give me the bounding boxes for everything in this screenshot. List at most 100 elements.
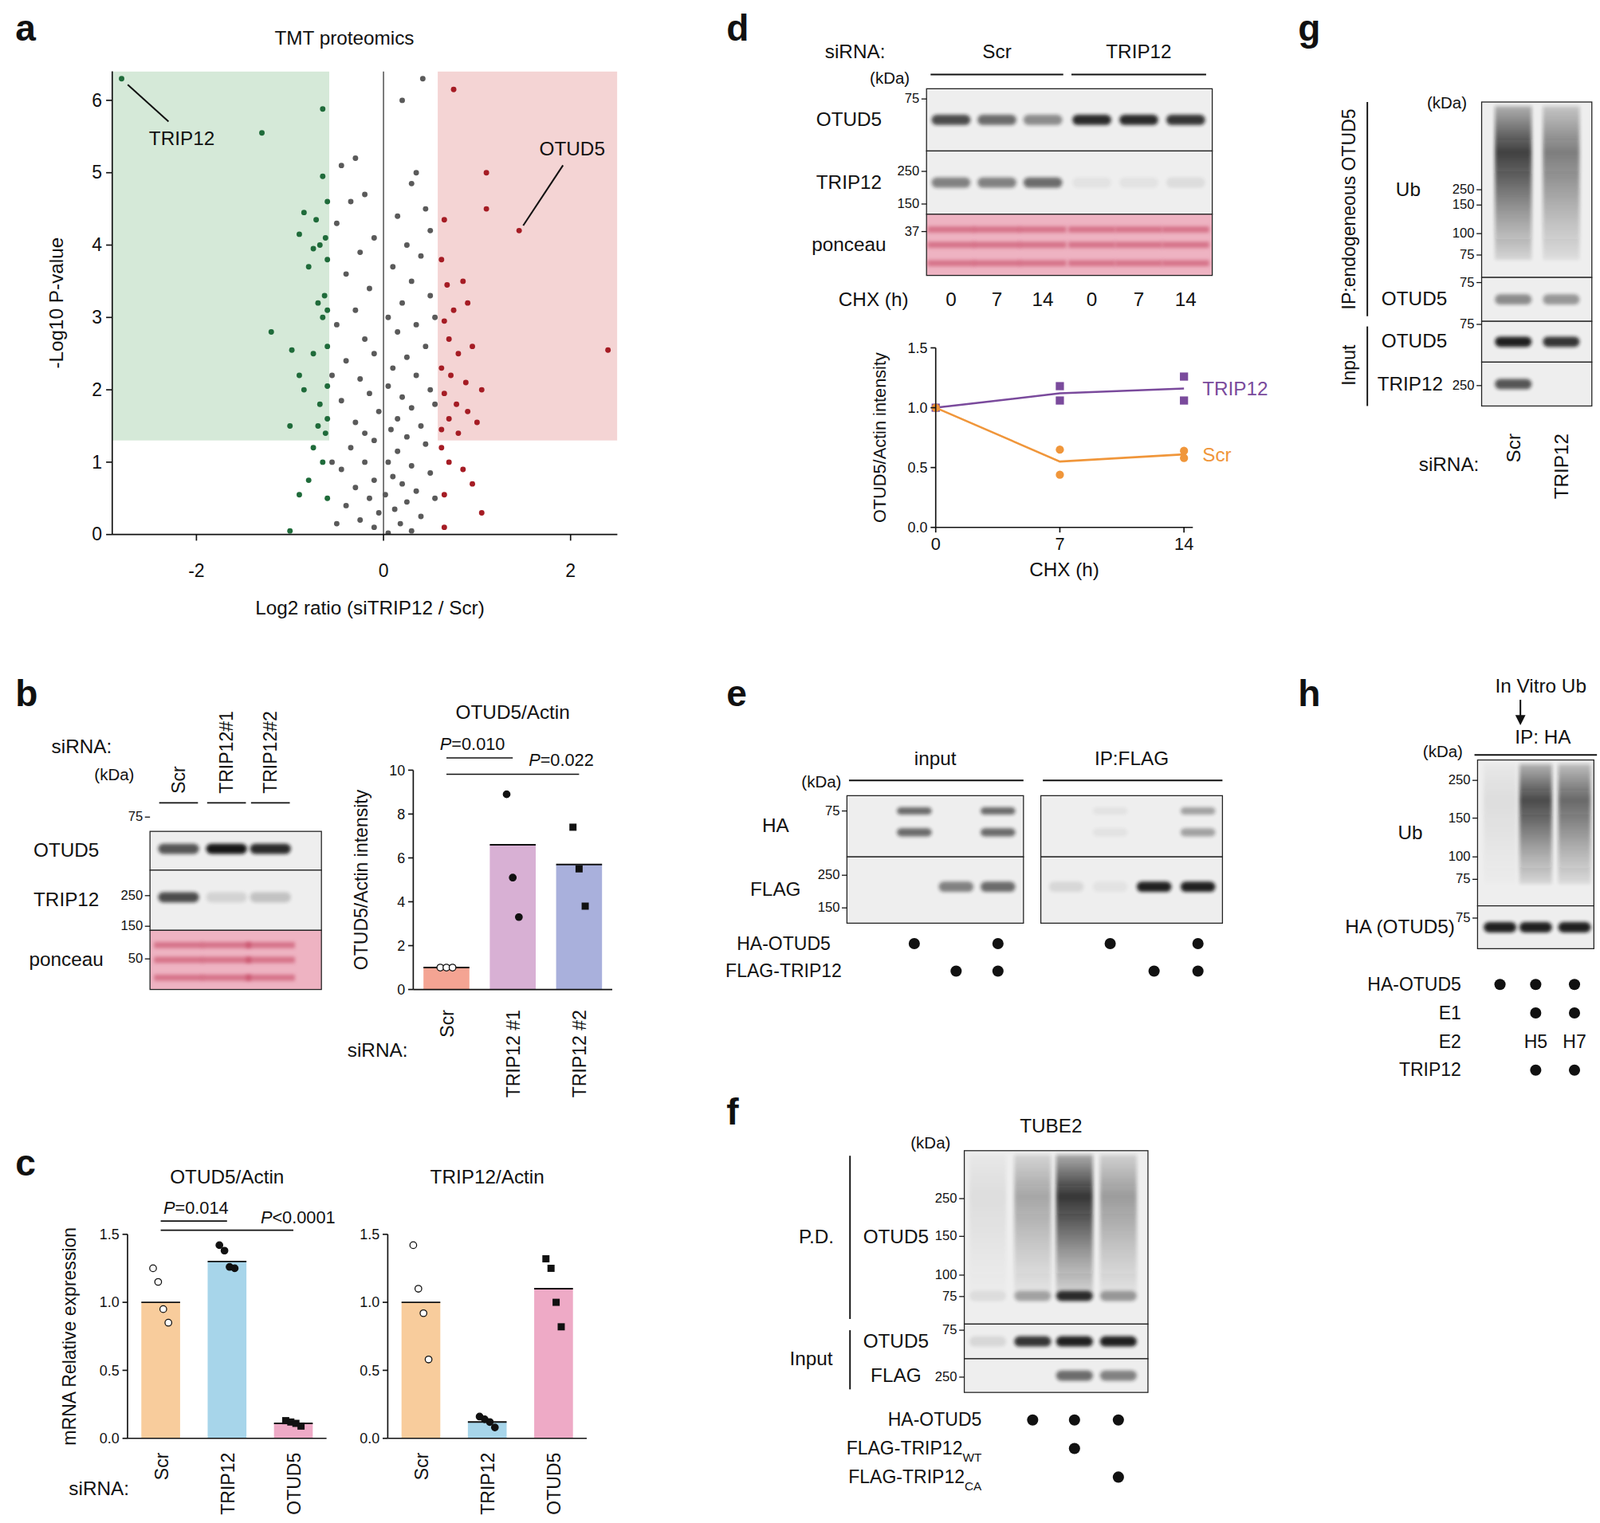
ponceau-band: [927, 226, 975, 233]
point: [324, 256, 331, 263]
blot-title: In Vitro Ub: [1495, 675, 1587, 697]
point: [404, 434, 410, 441]
kda-marker: 75: [942, 1289, 958, 1305]
band: [980, 881, 1016, 893]
band: [1049, 881, 1085, 893]
condition-dot: [1494, 978, 1506, 991]
bar: [489, 845, 536, 991]
lane-rule: [159, 801, 199, 804]
point: [357, 249, 363, 256]
y-tick-label: 0.5: [99, 1363, 120, 1380]
point: [259, 129, 265, 136]
row-label: ponceau: [29, 948, 104, 971]
header: siRNA:: [1419, 453, 1480, 476]
point: [424, 1356, 432, 1364]
band: [980, 807, 1016, 837]
plot-area: [931, 372, 1189, 479]
band: [977, 114, 1017, 126]
x-axis-title: siRNA:: [347, 1039, 409, 1062]
kda-marker: 50: [128, 951, 143, 967]
bar-mean: [401, 1301, 441, 1304]
band: [1092, 807, 1129, 837]
point: [310, 444, 317, 451]
y-tick: [122, 1438, 128, 1440]
band-shape: [931, 177, 972, 189]
band: [1136, 881, 1172, 893]
band-shape: [206, 844, 248, 855]
band: [1014, 1336, 1051, 1348]
annotation-leader: [127, 84, 169, 122]
band: [1072, 114, 1112, 126]
y-tick: [408, 989, 413, 991]
ponceau-band: [1115, 241, 1163, 248]
point: [432, 401, 438, 408]
y-tick: [408, 857, 413, 860]
x-tick: [1183, 527, 1185, 533]
group-rule: [1042, 779, 1223, 782]
chart-title: TRIP12/Actin: [430, 1166, 545, 1188]
blot-background: [149, 930, 322, 990]
band-shape: [157, 892, 199, 903]
panel-letter: e: [726, 672, 747, 715]
kda-tick: [1476, 282, 1482, 284]
row-label: OTUD5: [1381, 330, 1447, 352]
point: [385, 459, 391, 465]
band-shape: [1119, 114, 1159, 126]
series-line: [935, 389, 1184, 409]
point: [324, 307, 331, 314]
category-label: Scr: [436, 1010, 458, 1038]
band-shape: [1494, 379, 1532, 390]
p-symbol: P: [528, 750, 541, 771]
band: [206, 892, 248, 903]
kda-marker: 75: [942, 1322, 958, 1338]
ponceau-band: [1068, 226, 1116, 233]
x-tick: [570, 534, 572, 542]
bar-mean: [141, 1301, 181, 1304]
point: [306, 263, 312, 270]
row-label: OTUD5: [863, 1226, 929, 1248]
band-shape: [1072, 114, 1112, 126]
lane-label: 7: [991, 288, 1003, 311]
band: [1483, 922, 1517, 933]
band-shape: [931, 114, 972, 126]
band-shape: [1166, 114, 1206, 126]
point: [371, 477, 378, 484]
x-axis: [935, 526, 1194, 529]
y-tick-label: 8: [397, 806, 405, 823]
lane-label: TRIP12#1: [216, 711, 237, 795]
ponceau-band: [153, 957, 203, 964]
lane-label: TRIP12: [1550, 433, 1573, 500]
condition-dot: [1112, 1471, 1125, 1483]
point: [289, 347, 295, 354]
point: [441, 524, 448, 531]
band-shape: [1056, 1336, 1093, 1348]
band: [206, 844, 248, 855]
band: [157, 844, 199, 855]
kda-marker: 250: [897, 163, 920, 179]
point: [432, 495, 438, 502]
condition-dot: [1069, 1415, 1081, 1427]
kda-marker: 250: [1452, 377, 1475, 394]
point: [376, 408, 382, 415]
point: [413, 169, 420, 176]
ponceau-band: [245, 957, 295, 964]
ponceau-lane: [1068, 226, 1116, 267]
point: [149, 1265, 157, 1272]
point: [413, 372, 420, 378]
y-axis-title: -Log10 P-value: [45, 237, 67, 370]
ponceau-band: [1019, 241, 1067, 248]
condition-dot: [950, 965, 962, 977]
blot-background: [964, 1324, 1148, 1360]
group-label: Scr: [982, 40, 1011, 63]
condition-label: E1: [1438, 1002, 1462, 1024]
band-shape: [980, 881, 1016, 893]
band-shape: [1100, 1291, 1137, 1302]
point: [1179, 447, 1188, 456]
kda-tick: [1472, 780, 1478, 782]
point: [418, 253, 425, 260]
bar: [401, 1302, 441, 1439]
y-tick-label: 6: [91, 90, 103, 111]
condition-label: FLAG-TRIP12: [725, 960, 842, 982]
smear-shape: [969, 1155, 1007, 1294]
x-tick-label: 0: [931, 534, 941, 555]
